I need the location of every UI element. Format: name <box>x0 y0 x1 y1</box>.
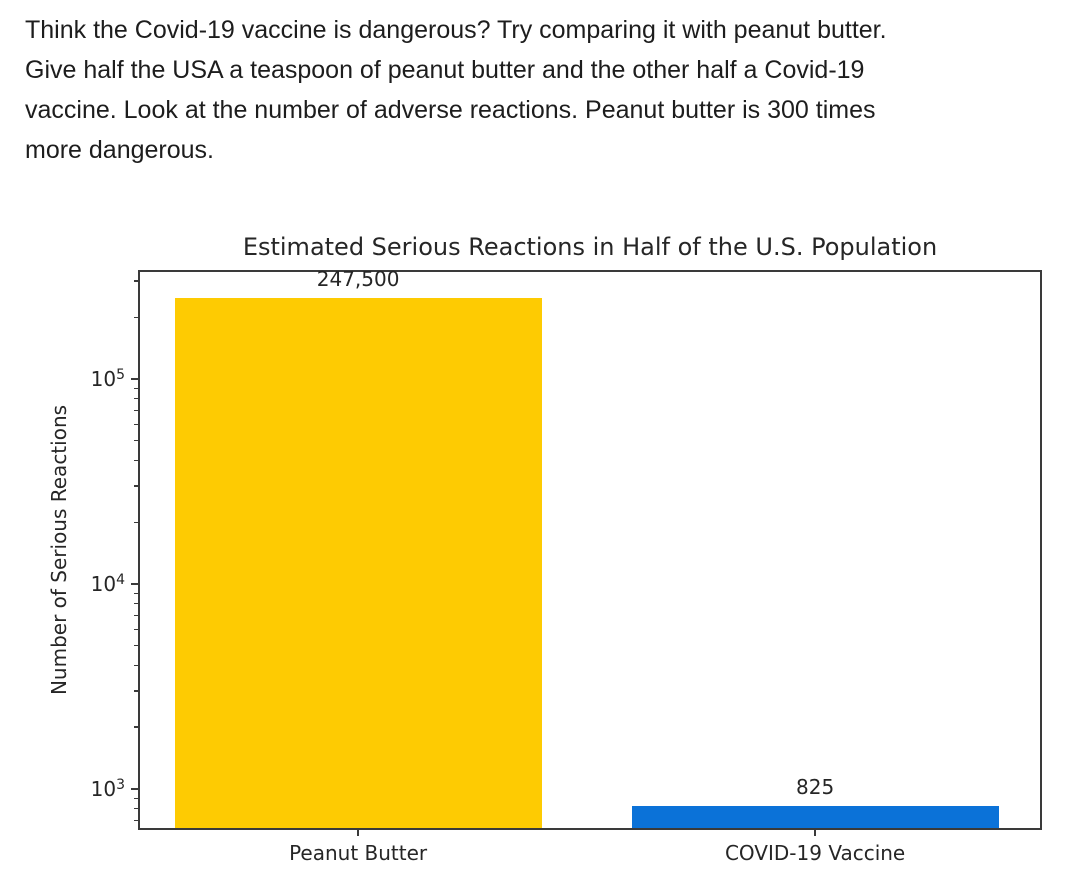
y-tick-minor <box>134 797 138 799</box>
y-tick-label: 104 <box>65 572 125 599</box>
y-tick-major <box>131 582 138 585</box>
y-tick-minor <box>134 664 138 667</box>
bar-covid-19-vaccine <box>631 805 999 830</box>
y-tick-minor <box>134 423 138 426</box>
y-tick-label: 105 <box>65 367 125 394</box>
y-tick-exponent: 4 <box>116 571 125 588</box>
y-tick-major <box>131 787 138 790</box>
y-tick-minor <box>134 387 138 389</box>
y-tick-minor <box>134 459 138 462</box>
intro-paragraph: Think the Covid-19 vaccine is dangerous?… <box>25 16 887 164</box>
y-tick-minor <box>134 808 138 810</box>
y-tick-exponent: 5 <box>116 366 125 383</box>
bar-value-peanut-butter: 247,500 <box>316 267 400 292</box>
y-tick-minor <box>134 439 138 442</box>
y-tick-minor <box>134 409 138 412</box>
y-axis-title: Number of Serious Reactions <box>47 404 71 696</box>
y-tick-minor <box>134 603 138 605</box>
y-tick-minor <box>134 819 138 822</box>
y-tick-exponent: 3 <box>116 776 125 793</box>
bar-peanut-butter <box>174 298 542 830</box>
y-tick-base: 10 <box>90 776 117 801</box>
bar-value-covid-19-vaccine: 825 <box>796 774 835 799</box>
y-tick-minor <box>134 485 138 487</box>
x-tick-peanut-butter <box>357 830 360 836</box>
y-tick-minor <box>134 690 138 692</box>
y-tick-minor <box>134 644 138 647</box>
chart-title: Estimated Serious Reactions in Half of t… <box>242 233 938 261</box>
y-tick-base: 10 <box>90 571 117 596</box>
plot-area <box>138 270 1042 830</box>
y-tick-minor <box>134 614 138 617</box>
y-tick-minor <box>134 726 138 728</box>
y-tick-major <box>131 377 138 380</box>
x-tick-label-peanut-butter: Peanut Butter <box>289 841 428 865</box>
y-tick-minor <box>134 398 138 400</box>
x-tick-covid-19-vaccine <box>814 830 817 836</box>
x-tick-label-covid-19-vaccine: COVID-19 Vaccine <box>724 841 906 865</box>
y-tick-minor <box>134 316 138 318</box>
y-tick-minor <box>134 280 138 282</box>
y-tick-label: 103 <box>65 777 125 804</box>
y-tick-minor <box>134 592 138 594</box>
y-tick-minor <box>134 521 138 523</box>
y-tick-minor <box>134 628 138 631</box>
y-tick-base: 10 <box>90 366 117 391</box>
